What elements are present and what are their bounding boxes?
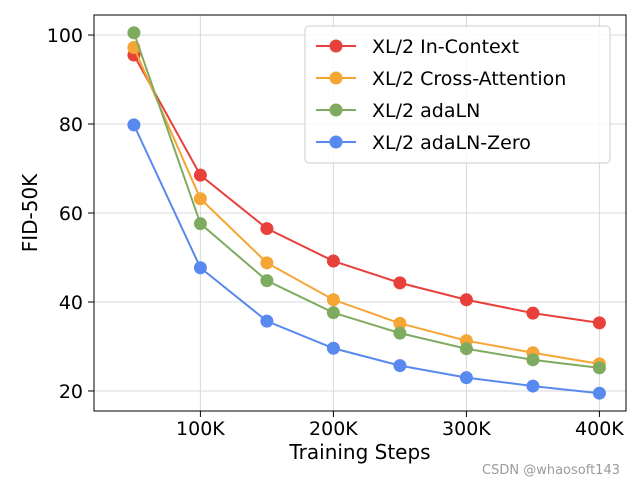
data-point-xl-2-adaln [526,353,540,367]
y-tick-label: 60 [59,203,83,225]
data-point-xl-2-adaln [127,26,141,40]
data-point-xl-2-adaln-zero [592,386,606,400]
data-point-xl-2-in-context [592,316,606,330]
series-xl-2-adaln [127,26,606,375]
data-point-xl-2-adaln-zero [326,341,340,355]
watermark-text: CSDN @whaosoft143 [482,463,620,478]
data-point-xl-2-adaln [260,274,274,288]
data-point-xl-2-in-context [459,293,473,307]
data-point-xl-2-in-context [193,168,207,182]
data-point-xl-2-in-context [326,254,340,268]
legend-entry: XL/2 adaLN [316,100,480,122]
series-line-xl-2-in-context [133,54,600,324]
data-point-xl-2-in-context [393,276,407,290]
series-line-xl-2-adaln [132,32,600,369]
data-point-xl-2-adaln-zero [127,118,141,132]
series-xl-2-cross-attention [127,40,606,371]
y-tick-label: 40 [59,292,83,314]
data-point-xl-2-cross-attention [260,256,274,270]
legend-marker [329,135,343,149]
legend-entry: XL/2 Cross-Attention [316,68,566,90]
x-axis-label: Training Steps [288,440,430,464]
x-tick-label: 100K [176,418,225,440]
data-point-xl-2-adaln [393,326,407,340]
legend-marker [329,39,343,53]
data-point-xl-2-cross-attention [193,192,207,206]
data-point-xl-2-in-context [526,306,540,320]
data-point-xl-2-in-context [260,222,274,236]
data-point-xl-2-adaln-zero [260,314,274,328]
data-point-xl-2-adaln [592,361,606,375]
series-line-xl-2-cross-attention [132,47,600,365]
x-tick-label: 200K [309,418,358,440]
y-tick-label: 20 [59,381,83,403]
data-point-xl-2-adaln-zero [193,261,207,275]
data-point-xl-2-cross-attention [326,293,340,307]
legend-marker [329,103,343,117]
data-point-xl-2-adaln [326,306,340,320]
legend-label: XL/2 In-Context [372,36,519,58]
data-point-xl-2-adaln-zero [459,371,473,385]
legend-box [304,25,611,164]
legend-label: XL/2 adaLN [372,100,480,122]
data-point-xl-2-adaln [193,217,207,231]
y-axis-label: FID-50K [18,173,42,252]
x-tick-label: 400K [575,418,624,440]
series-xl-2-in-context [127,48,606,330]
data-point-xl-2-adaln-zero [526,379,540,393]
y-tick-label: 80 [59,114,83,136]
legend-entry: XL/2 In-Context [316,36,519,58]
series-line-xl-2-adaln-zero [132,124,600,395]
series-xl-2-adaln-zero [127,118,606,400]
legend-marker [329,71,343,85]
legend: XL/2 In-Context XL/2 Cross-Attention XL/2 … [304,25,611,164]
y-tick-label: 100 [47,25,83,47]
x-tick-label: 300K [442,418,491,440]
data-point-xl-2-cross-attention [393,316,407,330]
data-point-xl-2-adaln [459,342,473,356]
data-point-xl-2-adaln-zero [393,359,407,373]
legend-label: XL/2 adaLN-Zero [372,132,531,154]
legend-entry: XL/2 adaLN-Zero [316,132,531,154]
series-layer [127,26,606,400]
legend-label: XL/2 Cross-Attention [372,68,566,90]
axis-ticks: 100K 200K 300K 400K 20 40 60 80 100 [47,25,625,440]
